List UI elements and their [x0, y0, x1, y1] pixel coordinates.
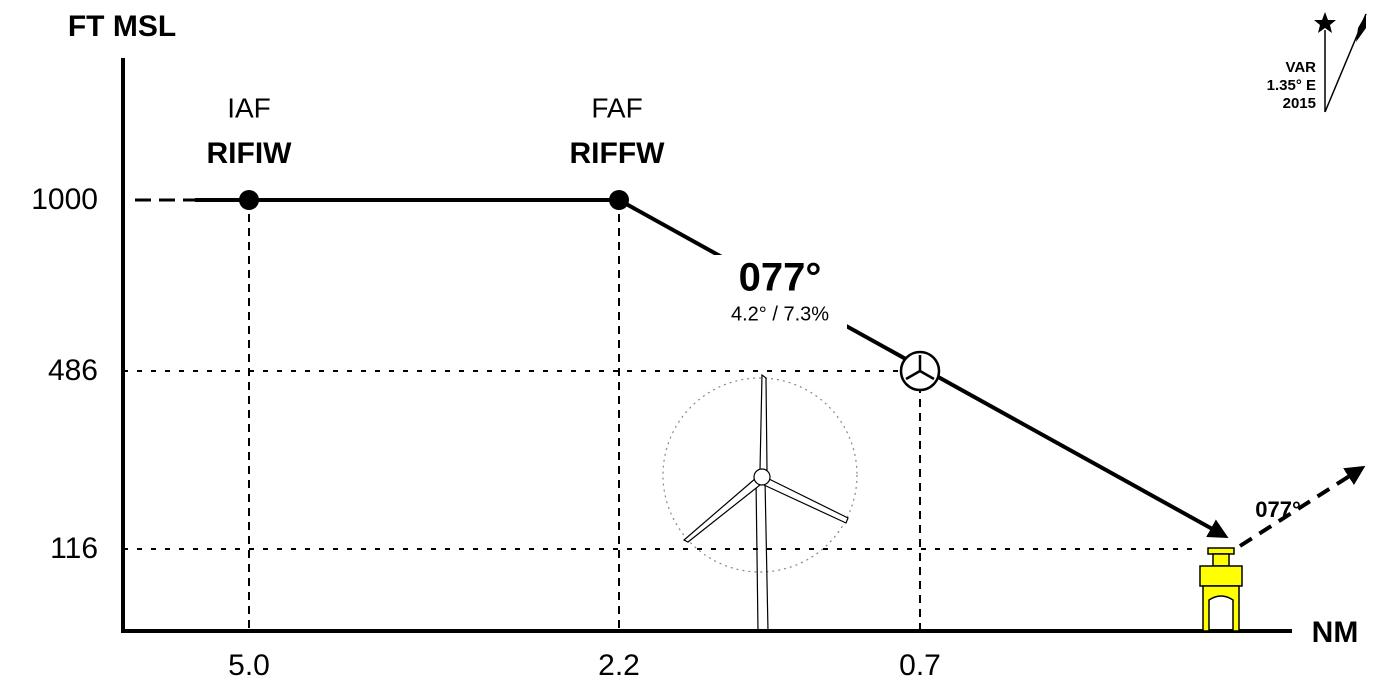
fix-role: IAF: [227, 92, 271, 123]
missed-course: 077°: [1255, 497, 1301, 522]
fix-name: RIFIW: [207, 137, 293, 170]
fix-point: [609, 190, 629, 210]
altitude-label: 116: [50, 532, 98, 565]
variation-text: 2015: [1283, 95, 1316, 112]
obstacle-symbol: [899, 350, 941, 392]
altitude-label: 486: [48, 354, 98, 387]
label-background: [712, 255, 847, 330]
fix-point: [239, 190, 259, 210]
platform: [1199, 547, 1243, 632]
final-course: 077°: [739, 256, 822, 300]
variation-symbol: [1314, 12, 1367, 113]
variation-text: 1.35° E: [1267, 77, 1316, 94]
fix-role: FAF: [591, 92, 642, 123]
glide-path: 4.2° / 7.3%: [731, 303, 829, 325]
distance-label: 0.7: [899, 649, 941, 682]
x-axis-label: NM: [1312, 616, 1359, 649]
wind-turbine: [662, 373, 858, 632]
y-axis-label: FT MSL: [68, 10, 176, 43]
guide-lines: [123, 198, 1195, 631]
altitude-label: 1000: [31, 183, 98, 216]
distance-label: 5.0: [228, 649, 270, 682]
missed-approach: [1238, 465, 1366, 548]
variation-text: VAR: [1285, 59, 1316, 76]
fix-name: RIFFW: [570, 137, 666, 170]
distance-label: 2.2: [598, 649, 640, 682]
